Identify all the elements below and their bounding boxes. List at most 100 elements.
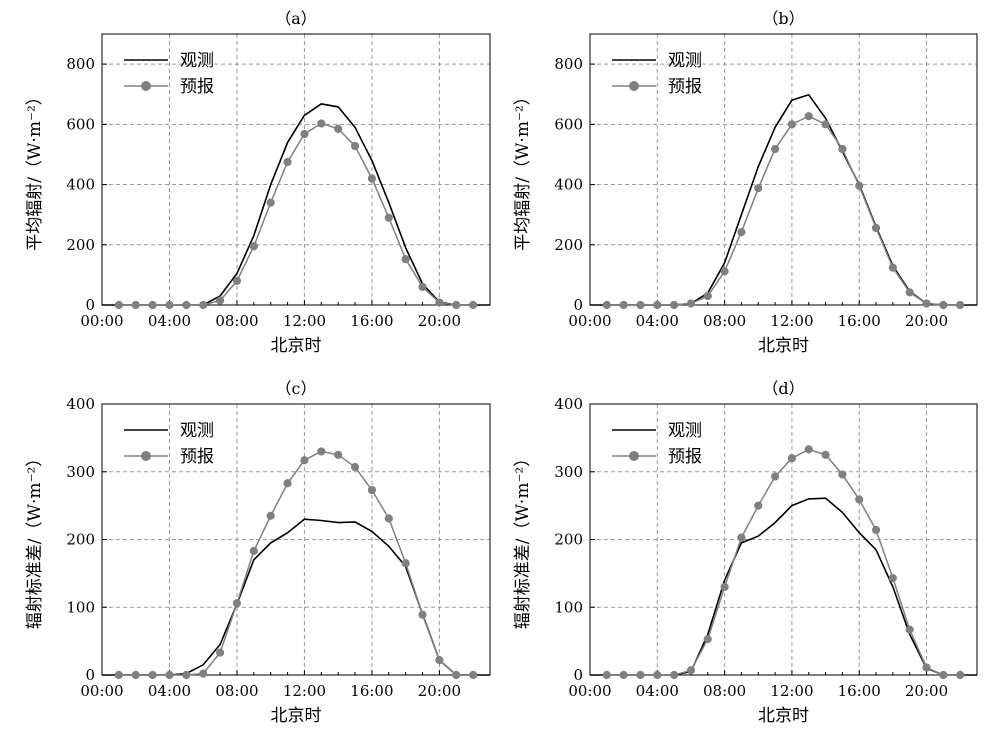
data-point [670, 300, 679, 310]
data-point [855, 181, 864, 190]
data-point [283, 479, 292, 488]
legend-label: 预报 [180, 77, 214, 97]
data-point [249, 242, 258, 251]
data-point [737, 533, 746, 542]
panel-title: （a） [275, 9, 317, 28]
data-point [737, 228, 746, 237]
data-point [165, 300, 174, 310]
data-point [602, 300, 611, 310]
data-point [232, 276, 242, 286]
data-point [317, 119, 326, 128]
series-line-0 [102, 103, 490, 306]
data-point [871, 525, 881, 535]
data-point [754, 501, 763, 510]
legend-label: 预报 [180, 447, 214, 467]
x-tick-label: 00:00 [80, 682, 123, 700]
legend-label: 预报 [668, 447, 702, 467]
plot-frame [589, 33, 978, 306]
data-point [114, 300, 123, 310]
data-point [232, 599, 242, 608]
panel-a: 0 200 400 600 800 00:00 04:00 08:00 12:00 16:00 20… [25, 9, 491, 356]
data-point [249, 546, 258, 556]
series-line-1 [606, 448, 961, 676]
data-point [770, 472, 780, 481]
x-tick-label: 08:00 [703, 312, 746, 330]
data-point [804, 112, 813, 121]
y-tick-label: 400 [554, 395, 583, 413]
panel-title: （c） [276, 379, 317, 398]
y-tick-label: 200 [554, 531, 583, 549]
data-point [148, 670, 157, 680]
y-tick-label: 600 [554, 115, 583, 133]
data-point [956, 670, 965, 680]
x-tick-label: 08:00 [215, 312, 258, 330]
x-tick-label: 04:00 [636, 312, 679, 330]
data-point [787, 454, 797, 463]
data-point [300, 129, 309, 139]
data-point [469, 300, 478, 310]
y-tick-label: 0 [85, 296, 95, 314]
x-tick-label: 16:00 [838, 682, 881, 700]
data-point [401, 559, 410, 568]
series-line-1 [118, 122, 474, 306]
legend-label: 观测 [668, 51, 702, 71]
data-point [754, 184, 763, 193]
data-point [182, 670, 191, 680]
data-point [266, 198, 275, 207]
series-line-0 [102, 518, 490, 676]
panel-c: 0 100 200 300 400 00:00 04:00 08:00 12:00 16:00 20… [25, 379, 491, 726]
y-tick-label: 0 [573, 296, 583, 314]
x-tick-label: 12:00 [770, 682, 813, 700]
data-point [787, 120, 797, 129]
x-tick-label: 12:00 [283, 312, 326, 330]
series-line-0 [590, 497, 977, 676]
data-point [670, 670, 679, 680]
data-point [165, 670, 174, 680]
y-axis-label: 辐射标准差/（W·m⁻²） [513, 450, 533, 630]
data-point [182, 300, 191, 310]
data-point [720, 267, 729, 276]
y-tick-label: 0 [573, 666, 583, 684]
x-tick-label: 20:00 [418, 312, 461, 330]
series-line-0 [590, 93, 977, 306]
data-point [619, 670, 628, 680]
data-point [956, 300, 965, 310]
data-point [922, 299, 931, 308]
legend-marker [141, 451, 151, 461]
data-point [418, 282, 427, 292]
y-tick-label: 600 [66, 115, 95, 133]
data-point [350, 141, 360, 151]
x-tick-label: 00:00 [568, 682, 611, 700]
y-tick-label: 400 [66, 176, 95, 194]
data-point [905, 288, 914, 297]
x-axis-label: 北京时 [271, 336, 322, 356]
x-tick-label: 16:00 [350, 312, 393, 330]
data-point [939, 670, 948, 680]
plot-frame [101, 33, 491, 306]
data-point [199, 300, 208, 310]
y-tick-label: 400 [554, 176, 583, 194]
data-point [435, 298, 444, 307]
data-point [838, 144, 847, 154]
data-point [888, 574, 897, 583]
y-tick-label: 400 [66, 395, 95, 413]
data-point [905, 625, 914, 634]
data-point [114, 670, 123, 680]
legend-label: 观测 [668, 421, 702, 441]
panel-b: 0 200 400 600 800 00:00 04:00 08:00 12:00 16:00 20… [513, 9, 978, 356]
y-tick-label: 300 [554, 463, 583, 481]
y-tick-label: 800 [554, 55, 583, 73]
data-point [452, 300, 461, 310]
y-tick-label: 800 [66, 55, 95, 73]
data-point [469, 670, 478, 680]
legend-marker [629, 451, 639, 461]
x-tick-label: 04:00 [148, 312, 191, 330]
series-line-1 [118, 450, 474, 676]
x-tick-label: 04:00 [636, 682, 679, 700]
y-tick-label: 100 [66, 598, 95, 616]
y-axis-label: 平均辐射/（W·m⁻²） [25, 88, 45, 251]
series-line-1 [606, 115, 961, 306]
y-tick-label: 0 [85, 666, 95, 684]
